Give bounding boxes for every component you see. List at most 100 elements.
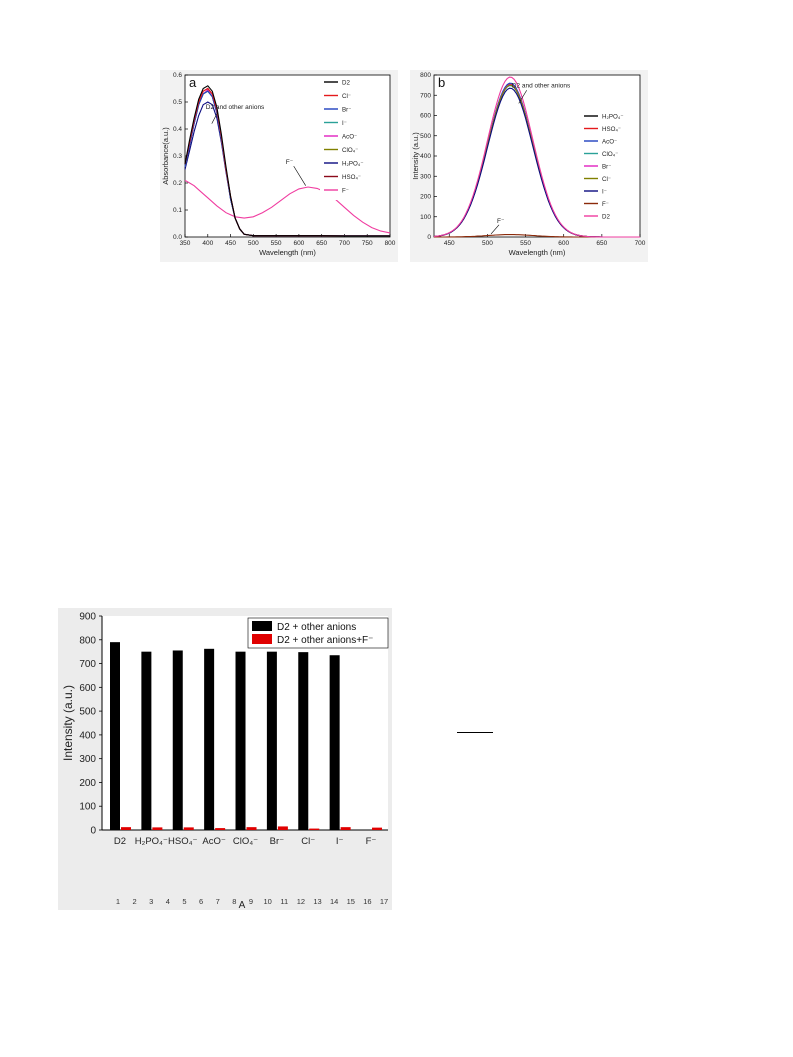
short-rule: [457, 732, 493, 733]
emission-legend-label: I⁻: [602, 188, 607, 195]
bar-black: [204, 648, 215, 830]
absorbance-legend-label: Cl⁻: [342, 93, 351, 100]
bottom-tick-label: 9: [249, 897, 253, 906]
annotation-text: D2 and other anions: [512, 82, 571, 89]
bottom-tick-label: 1: [116, 897, 120, 906]
y-tick-label: 0.2: [173, 180, 182, 187]
emission-legend-label: Br⁻: [602, 163, 611, 170]
y-tick-label: 0.4: [173, 126, 182, 133]
y-tick-label: 100: [420, 214, 431, 221]
y-tick-label: 0.3: [173, 153, 182, 160]
absorbance-legend-label: I⁻: [342, 120, 347, 127]
intensity-bar-chart: 0 100 200 300 400 500 600 700 800 900 Intensity (a…: [61, 612, 389, 910]
annotation-arrow: [293, 165, 306, 186]
x-tick-label: 650: [316, 240, 327, 247]
bottom-tick-label: 17: [380, 897, 388, 906]
emission-legend-label: F⁻: [602, 201, 609, 208]
y-axis-label: Absorbance(a.u.): [161, 127, 170, 185]
y-tick-label: 0: [90, 826, 96, 837]
emission-chart: 450 500 550 600 650 700 0 100 200 300 400 500 600 700…: [411, 72, 646, 257]
emission-chart-panel: 450 500 550 600 650 700 0 100 200 300 400 500 600 700…: [410, 70, 648, 262]
x-tick-label: 350: [180, 240, 191, 247]
absorbance-chart-panel: 350 400 450 500 550 600 650 700 750 800 0.0 0.1 0.2 0…: [160, 70, 398, 262]
bottom-tick-label: 6: [199, 897, 203, 906]
emission-legend-label: D2: [602, 213, 610, 220]
annotation-text: F⁻: [497, 218, 505, 225]
absorbance-legend-label: HSO₄⁻: [342, 174, 361, 181]
category-label: D2: [114, 836, 126, 847]
x-tick-label: 450: [444, 240, 455, 247]
y-tick-label: 300: [79, 754, 96, 765]
category-label: I⁻: [336, 836, 344, 847]
y-tick-label: 600: [420, 113, 431, 120]
absorbance-chart: 350 400 450 500 550 600 650 700 750 800 0.0 0.1 0.2 0…: [161, 72, 396, 257]
panel-label: b: [438, 75, 445, 90]
x-tick-label: 400: [202, 240, 213, 247]
annotation-arrow: [490, 224, 500, 235]
bar-red: [309, 828, 320, 830]
y-tick-label: 500: [420, 133, 431, 140]
category-label: HSO₄⁻: [168, 836, 197, 847]
absorbance-legend-label: D2: [342, 79, 350, 86]
emission-legend-label: ClO₄⁻: [602, 151, 618, 158]
bottom-tick-label: 11: [280, 897, 288, 906]
x-tick-label: 600: [558, 240, 569, 247]
y-tick-label: 400: [420, 153, 431, 160]
bottom-tick-label: 2: [133, 897, 137, 906]
bar-legend-swatch: [252, 634, 272, 644]
intensity-bar-chart-panel: 0 100 200 300 400 500 600 700 800 900 Intensity (a…: [58, 608, 392, 910]
bottom-tick-label: 8: [232, 897, 236, 906]
bar-black: [141, 651, 152, 830]
bottom-axis-letter: A: [239, 900, 246, 910]
bar-red: [277, 826, 288, 830]
y-tick-label: 200: [420, 194, 431, 201]
y-tick-label: 0.1: [173, 207, 182, 214]
y-tick-label: 900: [79, 612, 96, 623]
x-tick-label: 550: [271, 240, 282, 247]
absorbance-legend-label: AcO⁻: [342, 133, 357, 140]
category-label: H₂PO₄⁻: [135, 836, 168, 847]
bottom-tick-label: 13: [313, 897, 321, 906]
panel-label: a: [189, 75, 197, 90]
annotation-arrow: [518, 90, 527, 104]
bar-legend-swatch: [252, 621, 272, 631]
absorbance-legend-box: [320, 76, 388, 200]
x-axis-label: Wavelength (nm): [259, 248, 316, 257]
bar-black: [110, 642, 120, 830]
y-tick-label: 700: [79, 659, 96, 670]
bar-black: [235, 651, 246, 830]
bar-red: [246, 827, 257, 830]
x-tick-label: 600: [293, 240, 304, 247]
emission-legend-label: H₂PO₄⁻: [602, 113, 624, 120]
bottom-tick-label: 5: [182, 897, 186, 906]
bar-red: [121, 827, 131, 830]
category-label: AcO⁻: [202, 836, 226, 847]
y-tick-label: 600: [79, 683, 96, 694]
x-tick-label: 550: [520, 240, 531, 247]
absorbance-legend-label: ClO₄⁻: [342, 147, 358, 154]
x-tick-label: 500: [482, 240, 493, 247]
y-tick-label: 0.5: [173, 99, 182, 106]
y-tick-label: 200: [79, 778, 96, 789]
y-tick-label: 700: [420, 92, 431, 99]
y-tick-label: 800: [420, 72, 431, 79]
y-tick-label: 0.6: [173, 72, 182, 79]
bar-black: [172, 650, 183, 830]
x-tick-label: 750: [362, 240, 373, 247]
bar-legend-label: D2 + other anions+F⁻: [277, 635, 373, 646]
absorbance-series-line: [184, 85, 390, 237]
bar-black: [329, 655, 340, 830]
y-tick-label: 300: [420, 173, 431, 180]
y-tick-label: 0.0: [173, 234, 182, 241]
category-label: Cl⁻: [301, 836, 315, 847]
y-tick-label: 0: [427, 234, 431, 241]
bar-legend-label: D2 + other anions: [277, 622, 356, 633]
bar-red: [372, 827, 383, 830]
y-tick-label: 400: [79, 730, 96, 741]
emission-series-line: [433, 76, 640, 238]
y-axis-label: Intensity (a.u.): [411, 132, 420, 180]
bar-black: [298, 652, 309, 830]
bottom-tick-label: 7: [216, 897, 220, 906]
bottom-tick-label: 10: [263, 897, 271, 906]
bar-black: [266, 651, 277, 830]
